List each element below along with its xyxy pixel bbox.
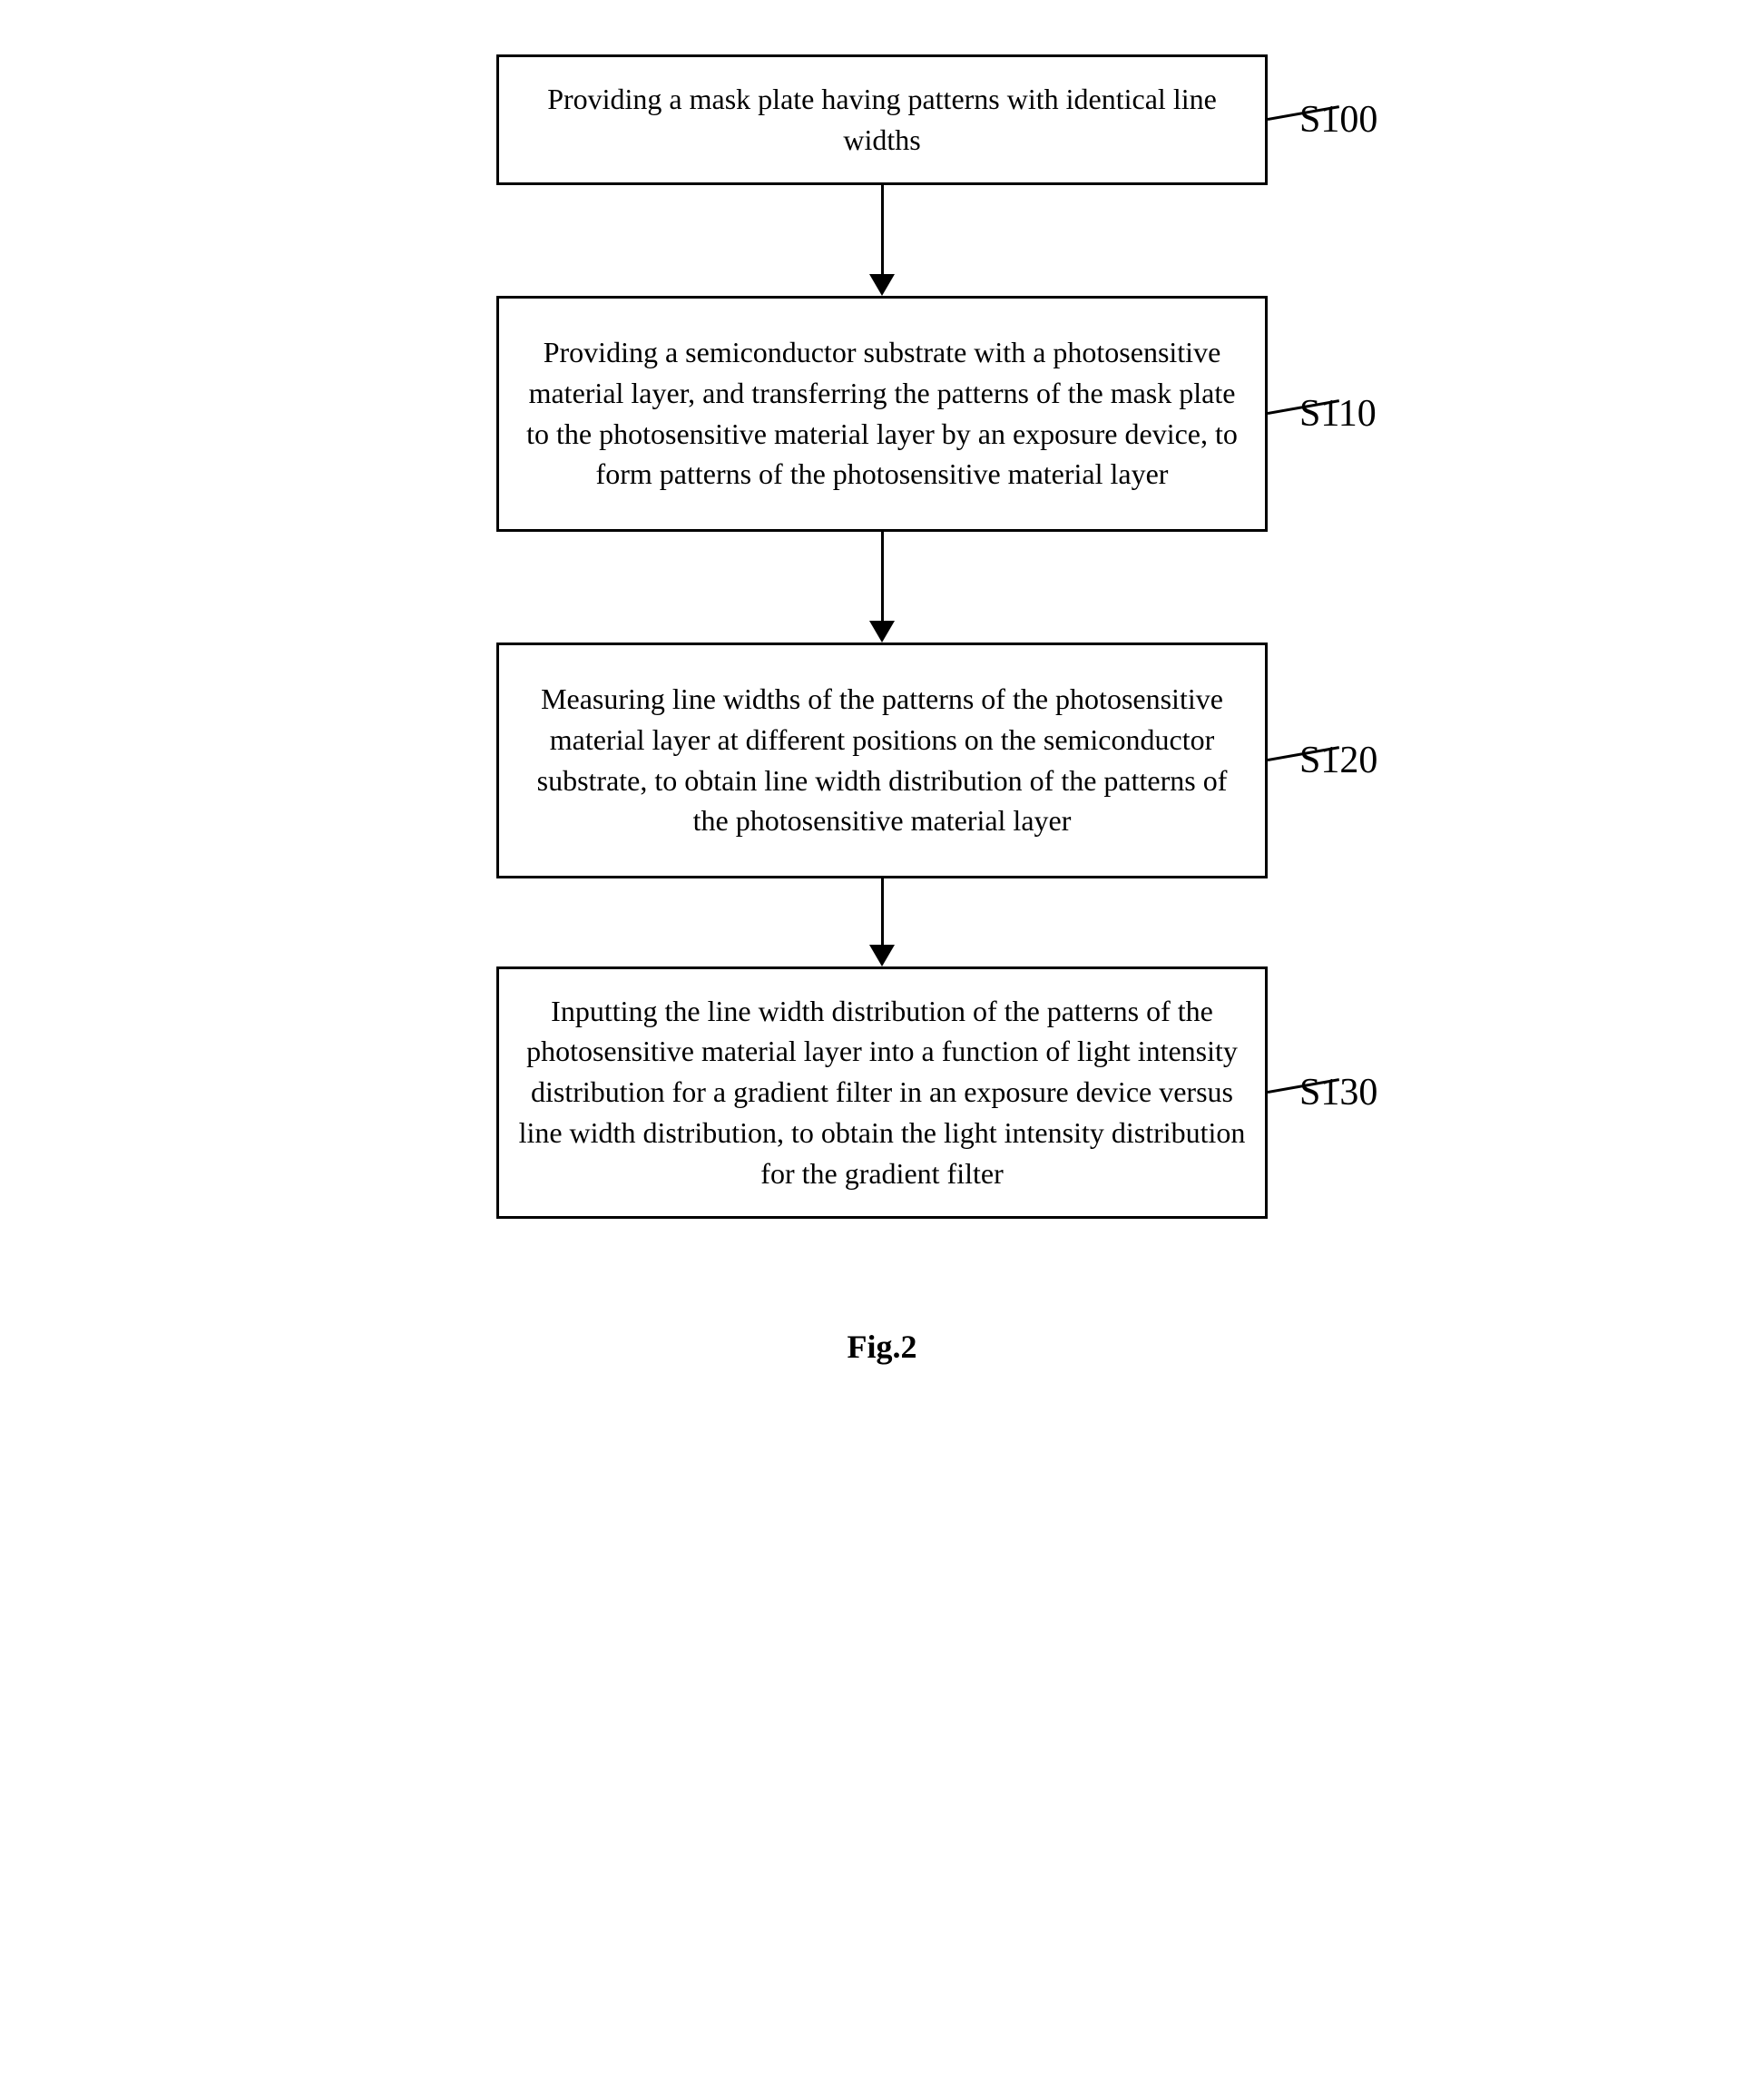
arrow-head-icon [869,274,895,296]
flowchart-node-text: Measuring line widths of the patterns of… [517,679,1247,841]
flowchart-row-s120: Measuring line widths of the patterns of… [247,643,1517,878]
flowchart-node-label: S100 [1299,98,1377,142]
arrow-shaft [881,532,884,623]
flowchart-node-text: Providing a mask plate having patterns w… [517,79,1247,161]
flowchart-node-s130: Inputting the line width distribution of… [496,966,1268,1219]
flowchart-row-s100: Providing a mask plate having patterns w… [247,54,1517,185]
arrow-head-icon [869,621,895,643]
flowchart-arrow [869,185,895,296]
flowchart-node-label: S130 [1299,1071,1377,1114]
arrow-head-icon [869,945,895,966]
figure-caption: Fig.2 [848,1328,917,1366]
arrow-shaft [881,185,884,276]
flowchart-arrow [869,878,895,966]
flowchart-arrow [869,532,895,643]
flowchart-node-text: Inputting the line width distribution of… [517,991,1247,1194]
flowchart-node-s100: Providing a mask plate having patterns w… [496,54,1268,185]
flowchart-node-s120: Measuring line widths of the patterns of… [496,643,1268,878]
flowchart-row-s110: Providing a semiconductor substrate with… [247,296,1517,532]
flowchart-node-text: Providing a semiconductor substrate with… [517,332,1247,495]
flowchart-row-s130: Inputting the line width distribution of… [247,966,1517,1219]
arrow-shaft [881,878,884,947]
flowchart-node-label: S110 [1299,392,1377,436]
flowchart-node-s110: Providing a semiconductor substrate with… [496,296,1268,532]
flowchart-node-label: S120 [1299,739,1377,782]
flowchart-container: Providing a mask plate having patterns w… [247,54,1517,1366]
